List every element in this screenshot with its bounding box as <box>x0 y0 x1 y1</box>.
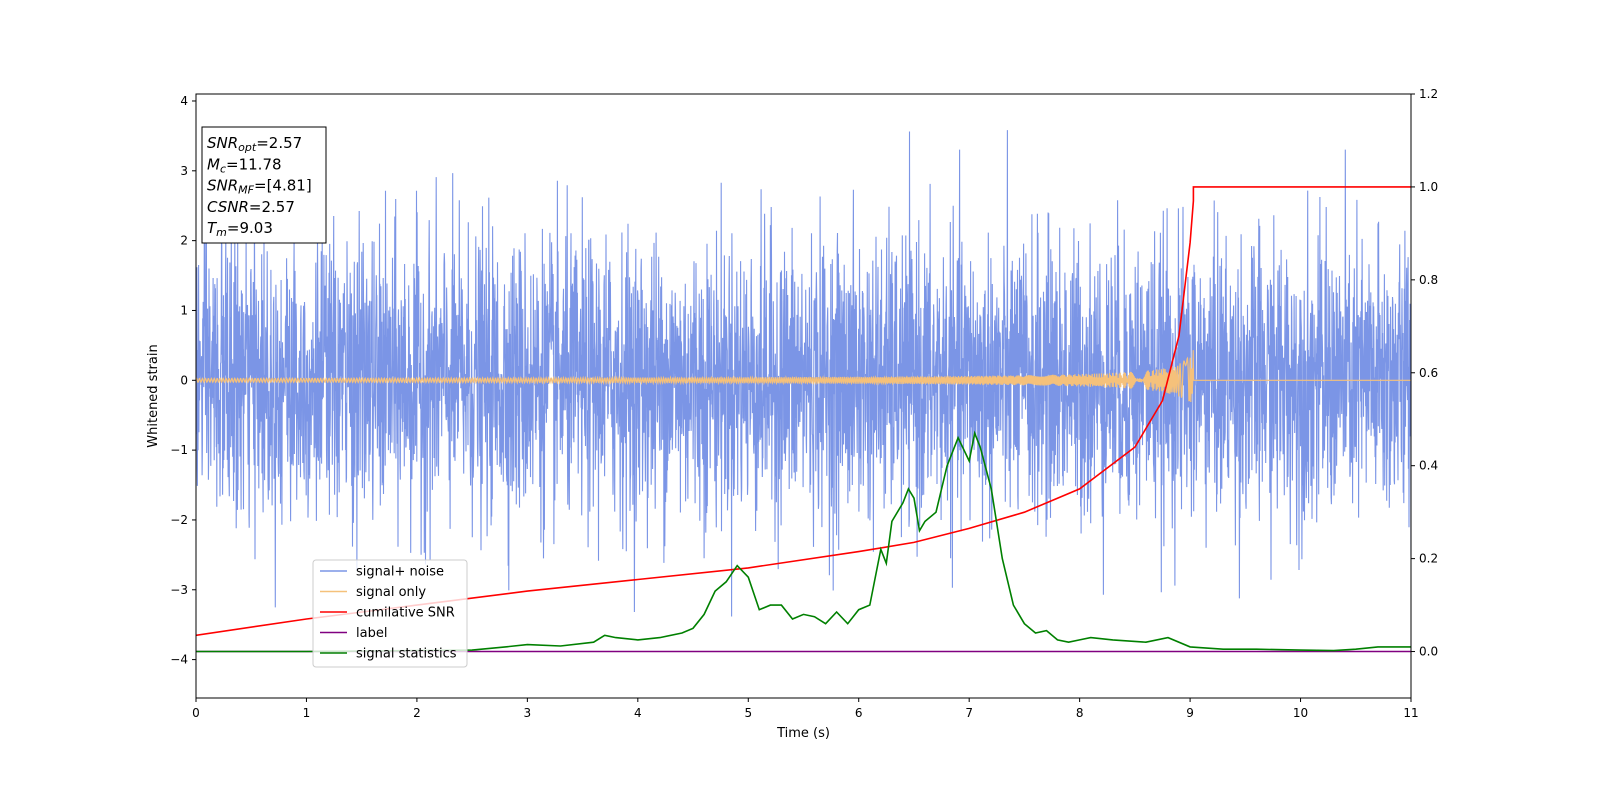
annotation-line: SNRMF=[4.81] <box>207 177 312 197</box>
x-tick-label: 3 <box>524 706 532 720</box>
legend-label: signal+ noise <box>356 565 444 580</box>
x-tick-label: 6 <box>855 706 863 720</box>
y-tick-label: 0 <box>180 373 188 387</box>
y2-tick-label: 0.6 <box>1419 366 1438 380</box>
series-line-signal-plus-noise <box>196 130 1411 617</box>
x-tick-label: 8 <box>1076 706 1084 720</box>
y-tick-label: −4 <box>170 653 188 667</box>
annotation-box: SNRopt=2.57Mc=11.78SNRMF=[4.81]CSNR=2.57… <box>201 126 327 244</box>
y-axis-right: 0.0 0.2 0.4 0.6 0.8 1.0 1.2 <box>1411 87 1438 659</box>
y-axis-left: −4 −3 −2 −1 0 1 2 3 4 <box>170 94 196 667</box>
legend-label: signal statistics <box>356 647 457 662</box>
axes-frame <box>195 93 1412 699</box>
annotation-frame <box>201 126 327 244</box>
annotation-line: Mc=11.78 <box>207 155 282 175</box>
y-tick-label: 2 <box>180 234 188 248</box>
x-tick-label: 11 <box>1403 706 1418 720</box>
y2-tick-label: 0.8 <box>1419 273 1438 287</box>
x-axis: 0 1 2 3 4 5 6 7 8 9 10 11 <box>192 698 1419 720</box>
legend-label: signal only <box>356 585 426 600</box>
annotation-line: SNRopt=2.57 <box>207 134 302 154</box>
y-tick-label: 4 <box>180 94 188 108</box>
y-tick-label: −2 <box>170 513 188 527</box>
annotation-line: Tm=9.03 <box>207 219 273 239</box>
y2-tick-label: 0.2 <box>1419 552 1438 566</box>
x-tick-label: 1 <box>303 706 311 720</box>
y2-tick-label: 0.0 <box>1419 645 1438 659</box>
x-tick-label: 5 <box>744 706 752 720</box>
x-tick-label: 2 <box>413 706 421 720</box>
series-signal-plus-noise <box>196 130 1411 617</box>
x-tick-label: 7 <box>965 706 973 720</box>
y-tick-label: 3 <box>180 164 188 178</box>
y2-tick-label: 0.4 <box>1419 459 1438 473</box>
annotation-line: CSNR=2.57 <box>207 198 295 216</box>
x-tick-label: 10 <box>1293 706 1308 720</box>
legend-label: label <box>356 626 387 641</box>
series-signal-only <box>196 350 1411 403</box>
x-axis-label: Time (s) <box>776 726 830 741</box>
y-tick-label: 1 <box>180 303 188 317</box>
legend-frame <box>312 559 468 668</box>
y2-tick-label: 1.2 <box>1419 87 1438 101</box>
x-tick-label: 0 <box>192 706 200 720</box>
legend: signal+ noise signal only cumilative SNR la… <box>312 559 468 668</box>
y-tick-label: −3 <box>170 583 188 597</box>
series-line-signal-statistics <box>196 430 1411 653</box>
x-tick-label: 9 <box>1186 706 1194 720</box>
legend-label: cumilative SNR <box>356 606 455 621</box>
series-line-signal-only <box>196 350 1411 403</box>
y-axis-label: Whitened strain <box>146 344 161 447</box>
y2-tick-label: 1.0 <box>1419 180 1438 194</box>
y-tick-label: −1 <box>170 443 188 457</box>
x-tick-label: 4 <box>634 706 642 720</box>
